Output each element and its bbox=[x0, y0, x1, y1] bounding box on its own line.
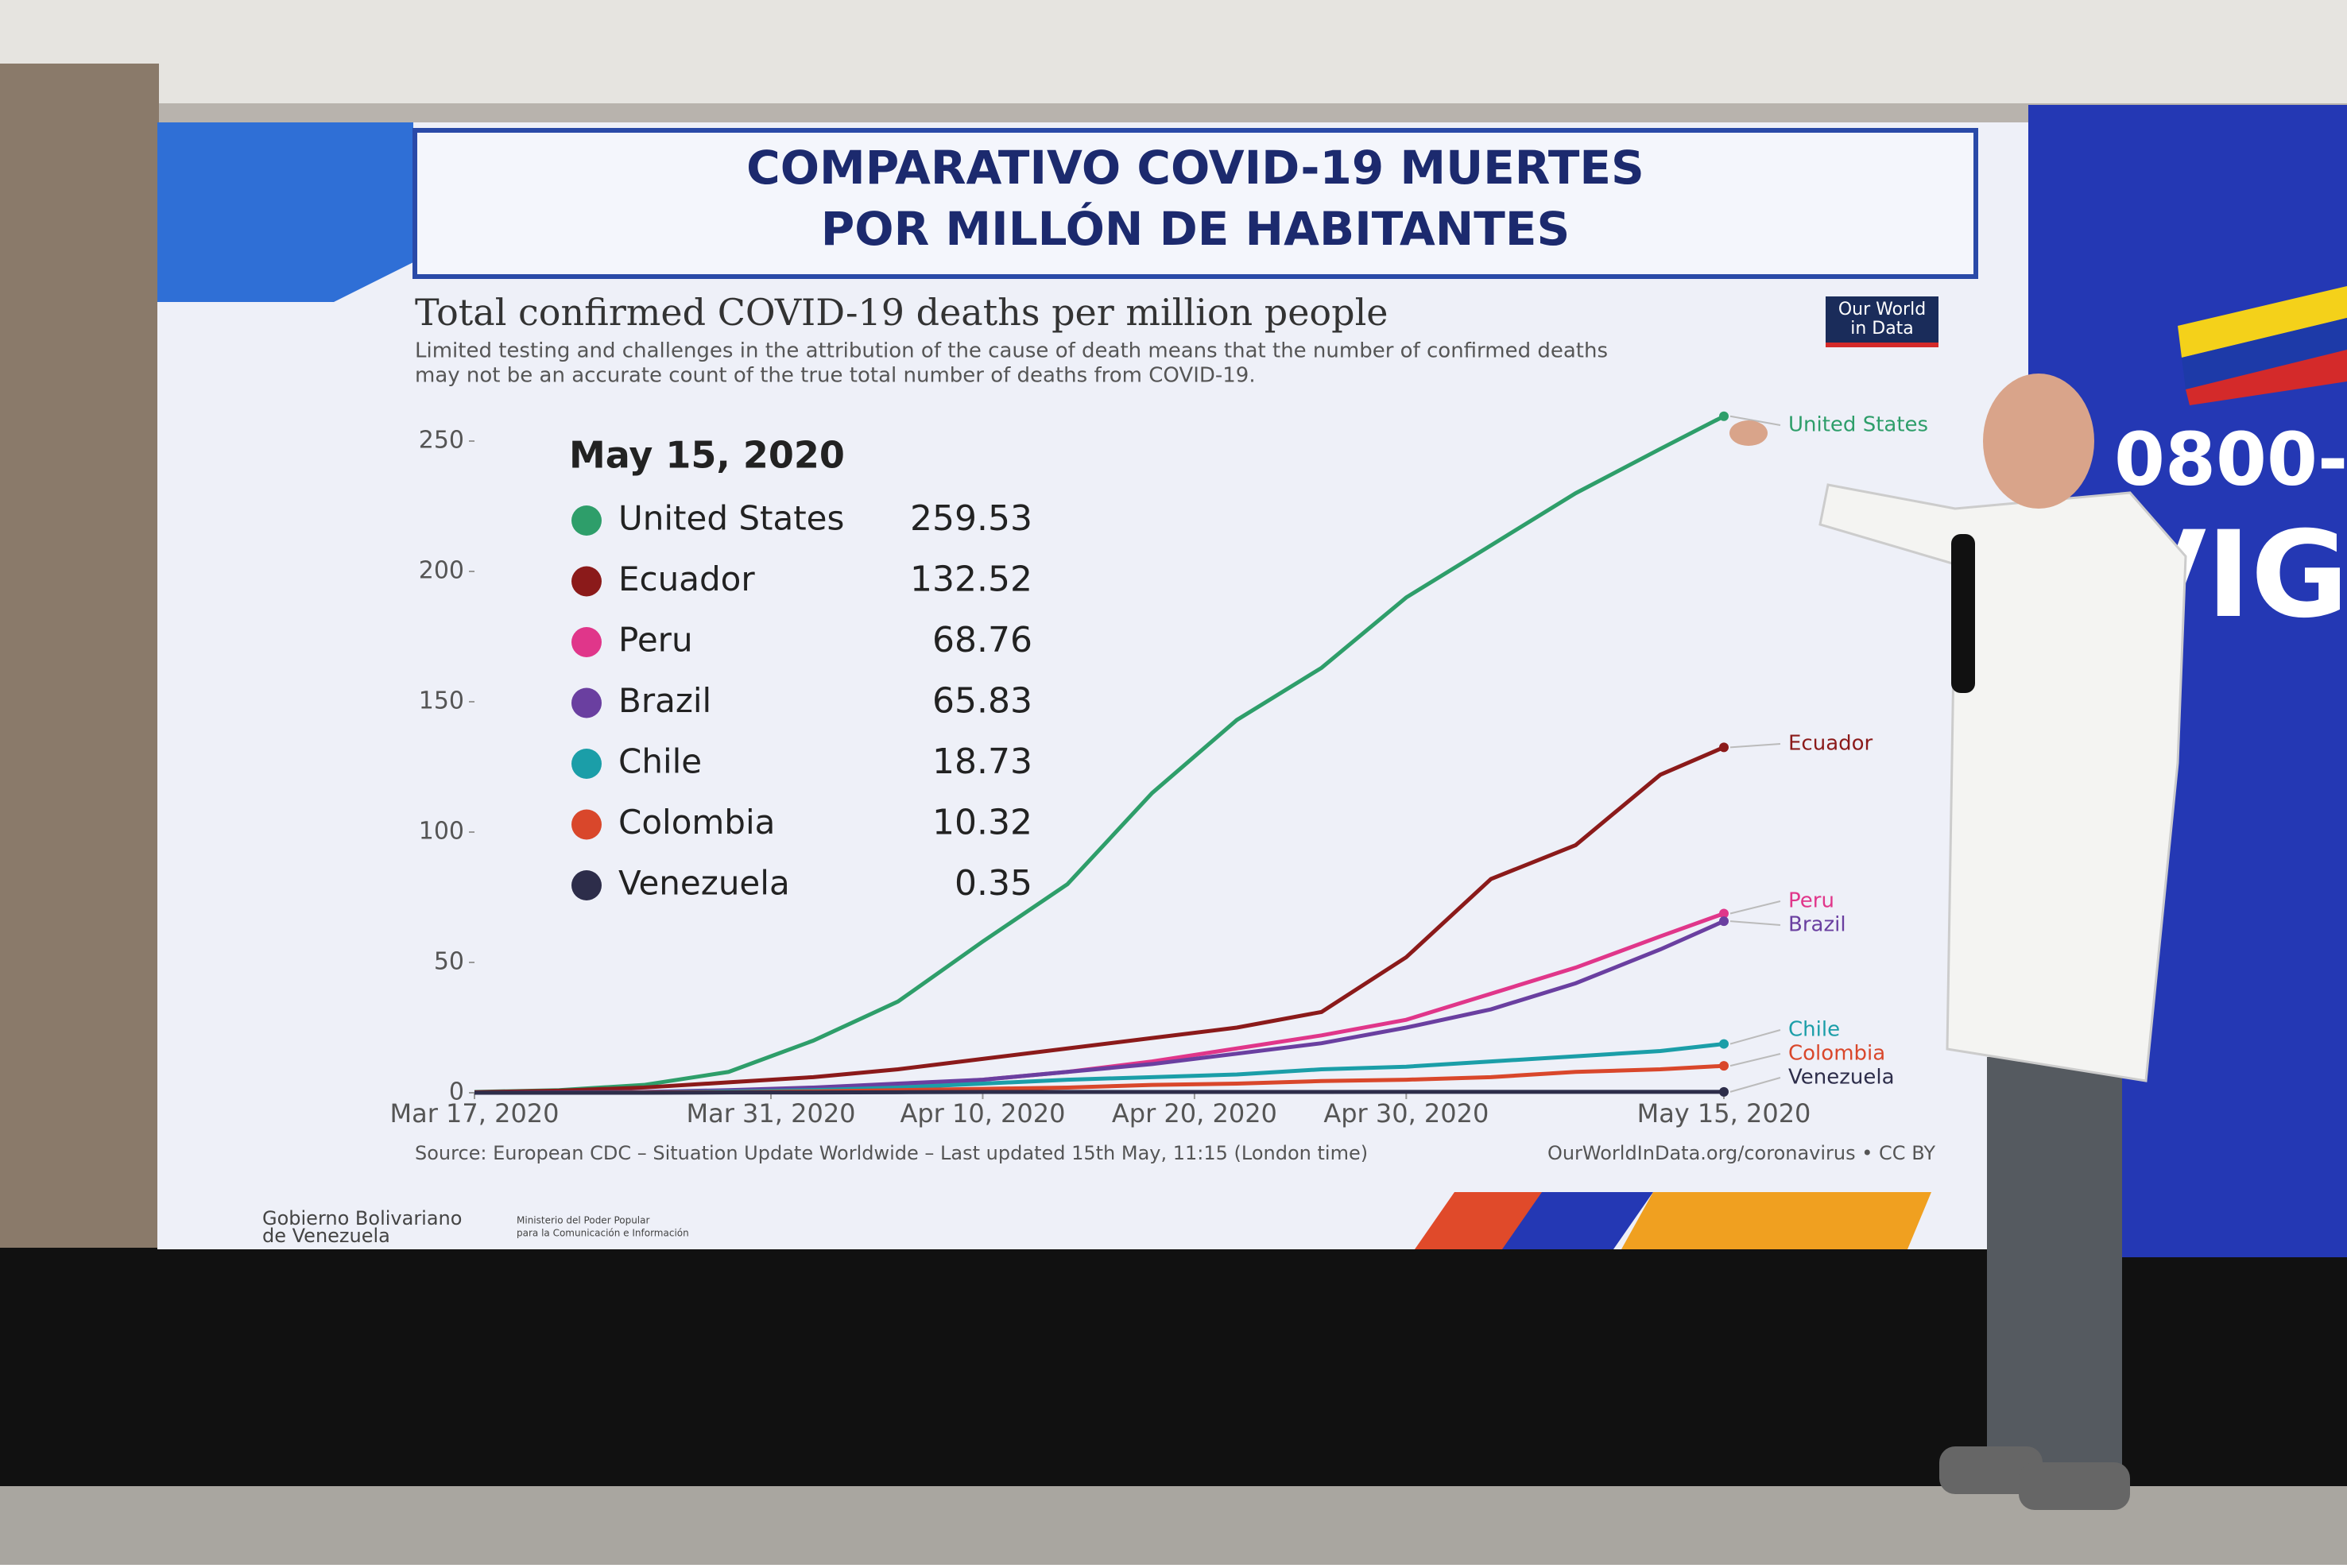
owid-logo bbox=[1826, 296, 1938, 347]
legend-value: 0.35 bbox=[955, 863, 1032, 904]
label-leader bbox=[1729, 920, 1781, 926]
label-leader bbox=[1729, 743, 1781, 749]
legend-name: Chile bbox=[618, 742, 702, 781]
series-label: Ecuador bbox=[1788, 732, 1873, 756]
presenter bbox=[1729, 374, 2187, 1510]
deco bbox=[1621, 1192, 1931, 1249]
x-tick-label: Apr 20, 2020 bbox=[1112, 1098, 1277, 1129]
legend-value: 65.83 bbox=[932, 681, 1032, 722]
legend-name: Brazil bbox=[618, 681, 711, 720]
x-tick-label: Apr 10, 2020 bbox=[900, 1098, 1065, 1129]
label-leader bbox=[1729, 1029, 1781, 1045]
legend-dot bbox=[571, 809, 602, 840]
end-point bbox=[1719, 742, 1729, 753]
head bbox=[1983, 374, 2094, 509]
flag-blue bbox=[2182, 318, 2347, 389]
legend-dot bbox=[571, 627, 602, 657]
legend-name: Ecuador bbox=[618, 559, 755, 598]
screen-corner bbox=[157, 122, 413, 302]
series-label: United States bbox=[1788, 413, 1928, 437]
y-tick-label: 0 bbox=[449, 1078, 464, 1106]
x-tick-label: Mar 17, 2020 bbox=[389, 1098, 559, 1129]
legend-value: 10.32 bbox=[932, 803, 1032, 843]
chart-title: Total confirmed COVID-19 deaths per mill… bbox=[415, 291, 1388, 334]
side-text: 0800- bbox=[2114, 416, 2347, 501]
credit: OurWorldInData.org/coronavirus • CC BY bbox=[1547, 1142, 1935, 1164]
x-tick-label: Mar 31, 2020 bbox=[686, 1098, 855, 1129]
wood-panel bbox=[0, 64, 159, 1303]
deco bbox=[1502, 1192, 1653, 1249]
ceiling bbox=[0, 0, 2347, 103]
legend-dot bbox=[571, 566, 602, 597]
chart-subtitle: may not be an accurate count of the true… bbox=[415, 364, 1256, 388]
end-point bbox=[1719, 908, 1729, 919]
legend-value: 18.73 bbox=[932, 741, 1032, 782]
screen bbox=[157, 122, 2030, 1249]
microphone bbox=[1951, 534, 1975, 693]
flag-red bbox=[2186, 350, 2347, 405]
y-tick-label: 150 bbox=[419, 687, 464, 715]
footer-text: Gobierno Bolivariano bbox=[262, 1207, 462, 1229]
label-leader bbox=[1729, 900, 1781, 915]
series-label: Peru bbox=[1788, 889, 1834, 913]
y-tick-label: 250 bbox=[419, 427, 464, 455]
logo-text: in Data bbox=[1850, 319, 1914, 339]
owid-logo-bar bbox=[1826, 343, 1938, 347]
end-point bbox=[1719, 411, 1729, 421]
y-tick-label: 200 bbox=[419, 557, 464, 585]
chart-subtitle: Limited testing and challenges in the at… bbox=[415, 339, 1608, 363]
floor bbox=[0, 1486, 2347, 1565]
label-leader bbox=[1729, 415, 1781, 426]
label-leader bbox=[1729, 1053, 1781, 1067]
legend-dot bbox=[571, 687, 602, 718]
flag-yellow bbox=[2178, 286, 2347, 358]
footer-text: de Venezuela bbox=[262, 1225, 390, 1247]
shoe bbox=[1939, 1446, 2043, 1494]
legend-value: 259.53 bbox=[910, 498, 1032, 539]
logo-text: Our World bbox=[1838, 300, 1926, 319]
legend-name: United States bbox=[618, 499, 844, 538]
trousers bbox=[1987, 1057, 2122, 1470]
coat bbox=[1818, 483, 2187, 1082]
series-line bbox=[474, 745, 1725, 1094]
legend-title: May 15, 2020 bbox=[569, 434, 845, 477]
end-point bbox=[1719, 1039, 1729, 1049]
legend-value: 132.52 bbox=[910, 559, 1032, 600]
y-tick-label: 50 bbox=[434, 948, 464, 976]
footer-text: para la Comunicación e Información bbox=[517, 1228, 689, 1239]
end-point bbox=[1719, 916, 1729, 927]
y-tick-label: 100 bbox=[419, 818, 464, 846]
legend-dot bbox=[571, 870, 602, 900]
label-leader bbox=[1729, 1077, 1781, 1093]
footer-text: Ministerio del Poder Popular bbox=[517, 1215, 649, 1226]
source: Source: European CDC – Situation Update … bbox=[415, 1142, 1368, 1164]
end-point bbox=[1719, 1086, 1729, 1097]
legend-name: Venezuela bbox=[618, 864, 790, 903]
series-label: Venezuela bbox=[1788, 1066, 1895, 1090]
legend-dot bbox=[571, 749, 602, 779]
legend-value: 68.76 bbox=[932, 620, 1032, 660]
banner-text: POR MILLÓN DE HABITANTES bbox=[821, 201, 1570, 256]
series-label: Chile bbox=[1788, 1018, 1840, 1042]
legend-dot bbox=[571, 505, 602, 536]
x-tick-label: May 15, 2020 bbox=[1637, 1098, 1811, 1129]
shoe bbox=[2019, 1462, 2130, 1510]
banner-box bbox=[412, 128, 1978, 279]
hand bbox=[1729, 420, 1768, 446]
series-label: Brazil bbox=[1788, 913, 1846, 937]
series-line bbox=[474, 414, 1725, 1094]
plot: 0 50 100 150 200 250 Mar 17, 2020 Mar 31, 2020 A… bbox=[389, 411, 1928, 1129]
banner-text: COMPARATIVO COVID-19 MUERTES bbox=[746, 141, 1644, 195]
legend-name: Peru bbox=[618, 621, 693, 660]
legend-name: Colombia bbox=[618, 803, 775, 842]
x-tick-label: Apr 30, 2020 bbox=[1323, 1098, 1489, 1129]
end-point bbox=[1719, 1061, 1729, 1071]
series-label: Colombia bbox=[1788, 1042, 1885, 1066]
series-line bbox=[474, 1090, 1724, 1095]
